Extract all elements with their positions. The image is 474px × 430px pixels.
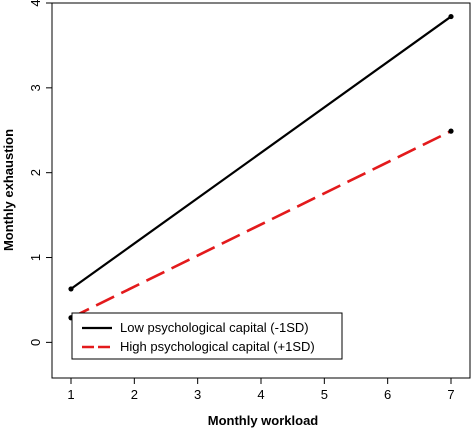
y-tick-label: 1 (28, 254, 43, 261)
x-axis-title: Monthly workload (208, 413, 319, 428)
x-tick-label: 1 (67, 387, 74, 402)
y-tick-label: 4 (28, 0, 43, 7)
y-axis-title: Monthly exhaustion (1, 129, 16, 251)
series-point-0 (68, 286, 74, 292)
series-point-1 (448, 128, 454, 134)
legend-box (71, 312, 343, 360)
x-tick-label: 7 (447, 387, 454, 402)
legend: Low psychological capital (-1SD) High ps… (71, 312, 343, 360)
x-tick-label: 3 (194, 387, 201, 402)
y-tick-label: 0 (28, 339, 43, 346)
x-tick-label: 5 (321, 387, 328, 402)
x-tick-label: 6 (384, 387, 391, 402)
series-point-0 (448, 13, 454, 20)
x-tick-label: 2 (131, 387, 138, 402)
axes: 1 2 3 4 5 6 7 0 1 2 3 4 (28, 0, 471, 402)
series-layer (68, 13, 454, 321)
legend-label-high: High psychological capital (+1SD) (120, 339, 315, 354)
legend-label-low: Low psychological capital (-1SD) (120, 320, 309, 335)
series-line-1 (70, 129, 452, 319)
x-tick-label: 4 (257, 387, 264, 402)
series-line-0 (70, 15, 452, 290)
y-tick-label: 2 (28, 169, 43, 176)
y-tick-label: 3 (28, 84, 43, 91)
